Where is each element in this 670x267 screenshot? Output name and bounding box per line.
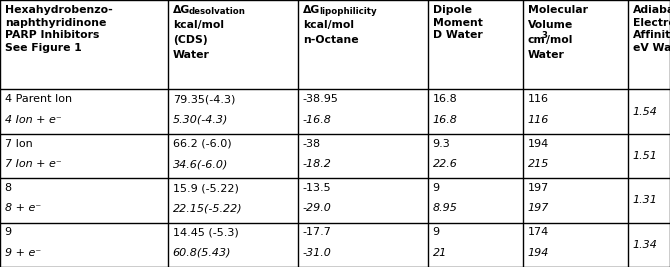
Text: -17.7: -17.7: [303, 227, 332, 237]
Text: 174: 174: [528, 227, 549, 237]
Text: Volume: Volume: [528, 20, 573, 30]
Text: 34.6(-6.0): 34.6(-6.0): [173, 159, 228, 169]
Text: desolvation: desolvation: [189, 7, 246, 16]
Text: 1.51: 1.51: [632, 151, 657, 161]
Text: 22.15(-5.22): 22.15(-5.22): [173, 203, 243, 214]
Text: 194: 194: [528, 139, 549, 149]
Text: 15.9 (-5.22): 15.9 (-5.22): [173, 183, 239, 193]
Text: -29.0: -29.0: [303, 203, 332, 214]
Text: 8.95: 8.95: [433, 203, 458, 214]
Text: 215: 215: [528, 159, 549, 169]
Text: 4 Parent Ion: 4 Parent Ion: [5, 94, 72, 104]
Text: 7 Ion: 7 Ion: [5, 139, 32, 149]
Text: 16.8: 16.8: [433, 115, 458, 125]
Text: 9 + e⁻: 9 + e⁻: [5, 248, 41, 258]
Text: Dipole
Moment
D Water: Dipole Moment D Water: [433, 5, 482, 40]
Text: 1.34: 1.34: [632, 240, 657, 250]
Text: 9.3: 9.3: [433, 139, 450, 149]
Text: -13.5: -13.5: [303, 183, 331, 193]
Text: 7 Ion + e⁻: 7 Ion + e⁻: [5, 159, 62, 169]
Text: ΔG: ΔG: [303, 5, 320, 15]
Text: 9: 9: [433, 183, 440, 193]
Text: 1.31: 1.31: [632, 195, 657, 205]
Text: 4 Ion + e⁻: 4 Ion + e⁻: [5, 115, 62, 125]
Text: (CDS): (CDS): [173, 35, 207, 45]
Text: kcal/mol: kcal/mol: [173, 20, 224, 30]
Text: lipophilicity: lipophilicity: [319, 7, 377, 16]
Text: 16.8: 16.8: [433, 94, 458, 104]
Text: -38: -38: [303, 139, 321, 149]
Text: 116: 116: [528, 94, 549, 104]
Text: -31.0: -31.0: [303, 248, 332, 258]
Text: -16.8: -16.8: [303, 115, 332, 125]
Text: 194: 194: [528, 248, 549, 258]
Text: 21: 21: [433, 248, 447, 258]
Text: Adiabatic
Electron
Affinity
eV Water: Adiabatic Electron Affinity eV Water: [632, 5, 670, 53]
Text: 1.54: 1.54: [632, 107, 657, 117]
Text: 60.8(5.43): 60.8(5.43): [173, 248, 231, 258]
Text: 14.45 (-5.3): 14.45 (-5.3): [173, 227, 239, 237]
Text: Water: Water: [173, 50, 210, 60]
Text: Water: Water: [528, 50, 565, 60]
Text: 66.2 (-6.0): 66.2 (-6.0): [173, 139, 231, 149]
Text: 3: 3: [542, 31, 548, 40]
Text: Molecular: Molecular: [528, 5, 588, 15]
Text: /mol: /mol: [547, 35, 573, 45]
Text: 197: 197: [528, 203, 549, 214]
Text: 79.35(-4.3): 79.35(-4.3): [173, 94, 235, 104]
Text: 8: 8: [5, 183, 12, 193]
Text: -38.95: -38.95: [303, 94, 338, 104]
Text: 116: 116: [528, 115, 549, 125]
Text: -18.2: -18.2: [303, 159, 332, 169]
Text: Hexahydrobenzo-
naphthyridinone
PARP Inhibitors
See Figure 1: Hexahydrobenzo- naphthyridinone PARP Inh…: [5, 5, 113, 53]
Text: ΔG: ΔG: [173, 5, 190, 15]
Text: 197: 197: [528, 183, 549, 193]
Text: 9: 9: [433, 227, 440, 237]
Text: 22.6: 22.6: [433, 159, 458, 169]
Text: 5.30(-4.3): 5.30(-4.3): [173, 115, 228, 125]
Text: 8 + e⁻: 8 + e⁻: [5, 203, 41, 214]
Text: n-Octane: n-Octane: [303, 35, 358, 45]
Text: cm: cm: [528, 35, 545, 45]
Text: kcal/mol: kcal/mol: [303, 20, 354, 30]
Text: 9: 9: [5, 227, 12, 237]
